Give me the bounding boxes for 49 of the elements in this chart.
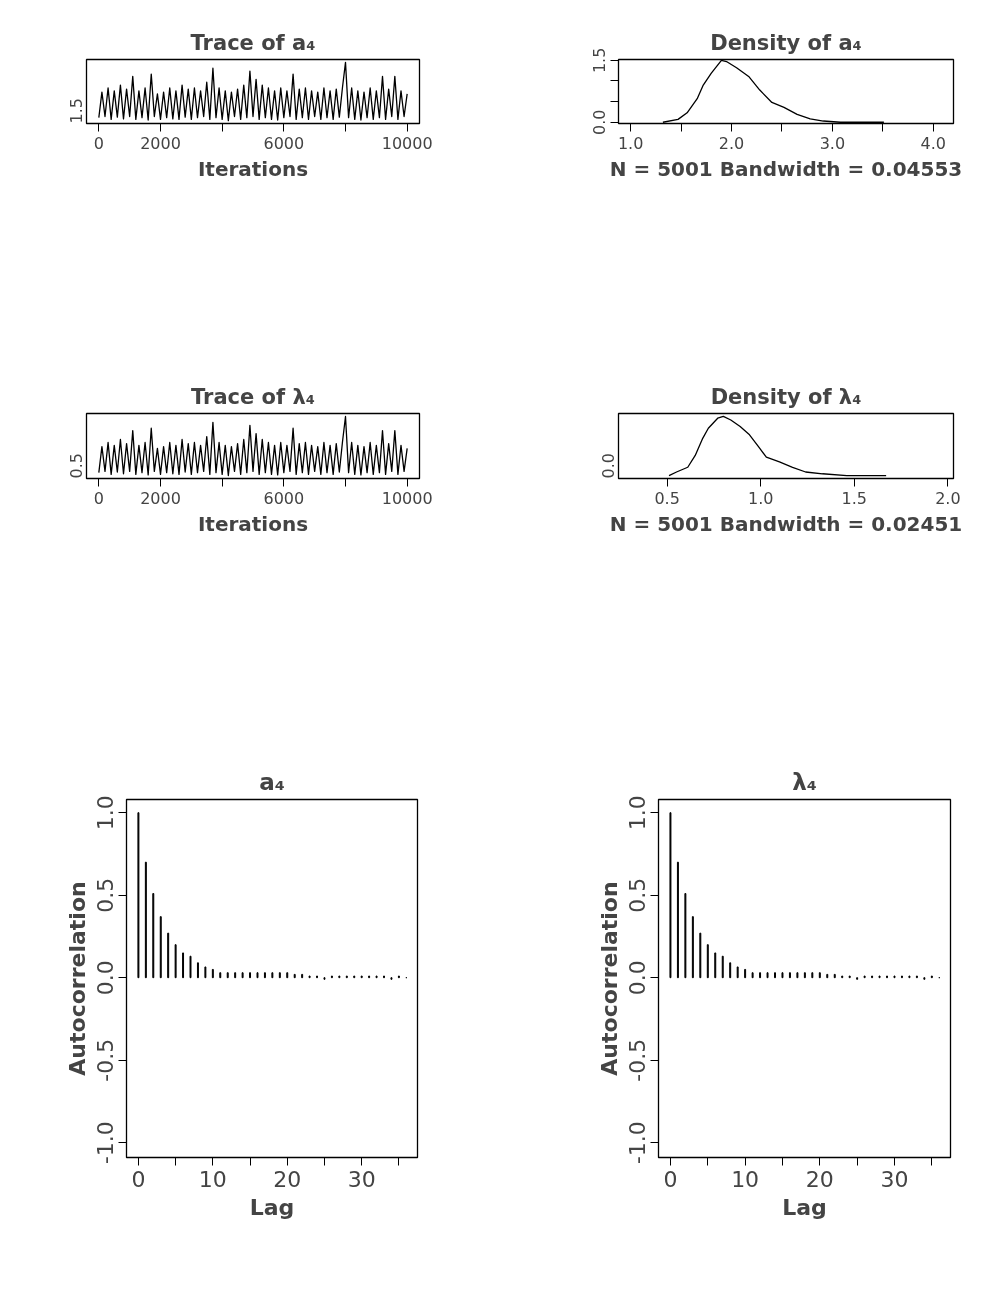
y-tick-label: 0.0 (93, 960, 119, 996)
x-tick-label: 1.0 (748, 488, 774, 508)
x-tick-label: 6000 (263, 133, 305, 153)
x-tick-label: 2.0 (718, 133, 745, 153)
x-tick-label: 2.0 (935, 488, 961, 508)
y-tick-label: -1.0 (625, 1121, 651, 1165)
y-tick-label: 0.0 (625, 960, 651, 996)
y-tick-label: -1.0 (93, 1121, 119, 1165)
x-tick-label: 2000 (140, 133, 181, 153)
x-tick-label: 20 (273, 1166, 302, 1192)
x-axis-title: N = 5001 Bandwidth = 0.02451 (609, 511, 963, 536)
chart-title: λ₄ (792, 768, 817, 795)
x-tick-label: 0 (93, 488, 104, 508)
x-tick-label: 1.5 (841, 488, 868, 508)
x-tick-label: 30 (880, 1166, 909, 1192)
x-axis-title: Iterations (197, 156, 309, 181)
x-tick-label: 30 (347, 1166, 376, 1192)
x-tick-label: 2000 (140, 488, 181, 508)
x-tick-label: 0.5 (654, 488, 680, 508)
y-tick-label: 0.5 (93, 877, 119, 913)
chart-title: Density of a₄ (710, 30, 862, 55)
chart-title: Trace of λ₄ (191, 384, 315, 409)
text: 0.5 (66, 453, 86, 479)
x-tick-label: 0 (93, 133, 104, 153)
chart-title: Density of λ₄ (710, 384, 862, 409)
x-axis-title: Iterations (197, 511, 309, 536)
y-axis-title: Autocorrelation (596, 881, 622, 1076)
x-tick-label: 0 (663, 1166, 678, 1192)
x-axis-title: Lag (782, 1194, 827, 1220)
x-axis-title: Lag (249, 1194, 295, 1220)
x-tick-label: 6000 (263, 488, 305, 508)
y-tick-label: 1.0 (625, 795, 651, 831)
x-tick-label: 3.0 (819, 133, 846, 153)
x-tick-label: 4.0 (920, 133, 947, 153)
y-axis-title: Autocorrelation (64, 881, 90, 1076)
x-tick-label: 10000 (381, 133, 433, 153)
y-tick-label: -0.5 (93, 1038, 119, 1082)
x-tick-label: 0 (131, 1166, 146, 1192)
x-tick-label: 10 (198, 1166, 227, 1192)
x-axis-title: N = 5001 Bandwidth = 0.04553 (609, 156, 963, 181)
chart-title: a₄ (259, 768, 285, 795)
y-tick-label: -0.5 (625, 1038, 651, 1082)
y-tick-label: 1.0 (93, 795, 119, 831)
text: 1.5 (66, 98, 86, 124)
x-tick-label: 10 (731, 1166, 760, 1192)
chart-title: Trace of a₄ (190, 30, 316, 55)
y-tick-label: 0.5 (625, 877, 651, 913)
x-tick-label: 20 (805, 1166, 834, 1192)
x-tick-label: 10000 (381, 488, 433, 508)
